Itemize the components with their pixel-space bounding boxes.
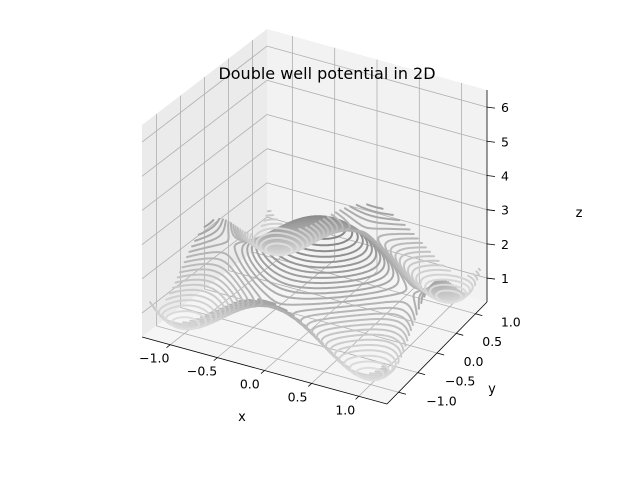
x-axis-label: x xyxy=(238,410,246,425)
y-axis-label: y xyxy=(488,382,496,397)
z-tick-label: 5 xyxy=(501,134,509,149)
y-tick-mark xyxy=(417,372,426,376)
x-tick-mark xyxy=(355,395,360,400)
z-tick-mark xyxy=(486,243,496,246)
gridline-y-floor xyxy=(156,325,399,393)
z-tick-label: 6 xyxy=(501,100,509,115)
x-tick-label: 0.0 xyxy=(240,376,260,391)
y-tick-label: 0.0 xyxy=(464,354,484,369)
gridline-z-back xyxy=(266,45,488,108)
x-tick-mark xyxy=(213,357,218,361)
x-tick-label: −1.0 xyxy=(139,350,169,365)
y-tick-label: 1.0 xyxy=(501,314,521,329)
z-tick-mark xyxy=(486,175,496,177)
y-tick-label: −1.0 xyxy=(426,393,456,408)
z-tick-mark xyxy=(486,209,496,212)
x-tick-label: 0.5 xyxy=(288,389,308,404)
z-tick-mark xyxy=(486,277,496,280)
z-tick-mark xyxy=(486,106,496,109)
contour-level-line xyxy=(170,242,463,382)
y-tick-label: −0.5 xyxy=(445,374,475,389)
x-tick-mark xyxy=(166,344,171,349)
chart-title: Double well potential in 2D xyxy=(218,64,435,83)
gridline-z-side xyxy=(141,114,268,211)
z-tick-label: 4 xyxy=(501,168,509,183)
z-tick-mark xyxy=(486,140,496,143)
gridline-z-side xyxy=(141,79,268,177)
x-tick-label: 1.0 xyxy=(335,403,355,418)
x-tick-label: −0.5 xyxy=(187,363,217,378)
gridline-z-back xyxy=(266,79,488,142)
x-tick-mark xyxy=(308,383,312,387)
y-tick-mark xyxy=(436,352,445,356)
y-tick-label: 0.5 xyxy=(482,334,502,349)
z-axis-label: z xyxy=(576,206,583,221)
x-tick-mark xyxy=(260,370,265,374)
gridline-z-side xyxy=(141,45,268,143)
z-tick-label: 1 xyxy=(501,271,509,286)
z-tick-label: 2 xyxy=(501,237,509,252)
gridline-z-side xyxy=(141,148,268,245)
y-tick-mark xyxy=(398,391,407,395)
y-tick-mark xyxy=(456,332,464,336)
gridline-z-back xyxy=(266,148,488,211)
gridline-z-side xyxy=(141,182,268,280)
y-tick-mark xyxy=(475,313,483,317)
gridline-z-back xyxy=(266,114,488,176)
gridline-z-back xyxy=(266,182,488,245)
gridline-z-side xyxy=(141,216,268,314)
z-tick-label: 3 xyxy=(501,203,509,218)
